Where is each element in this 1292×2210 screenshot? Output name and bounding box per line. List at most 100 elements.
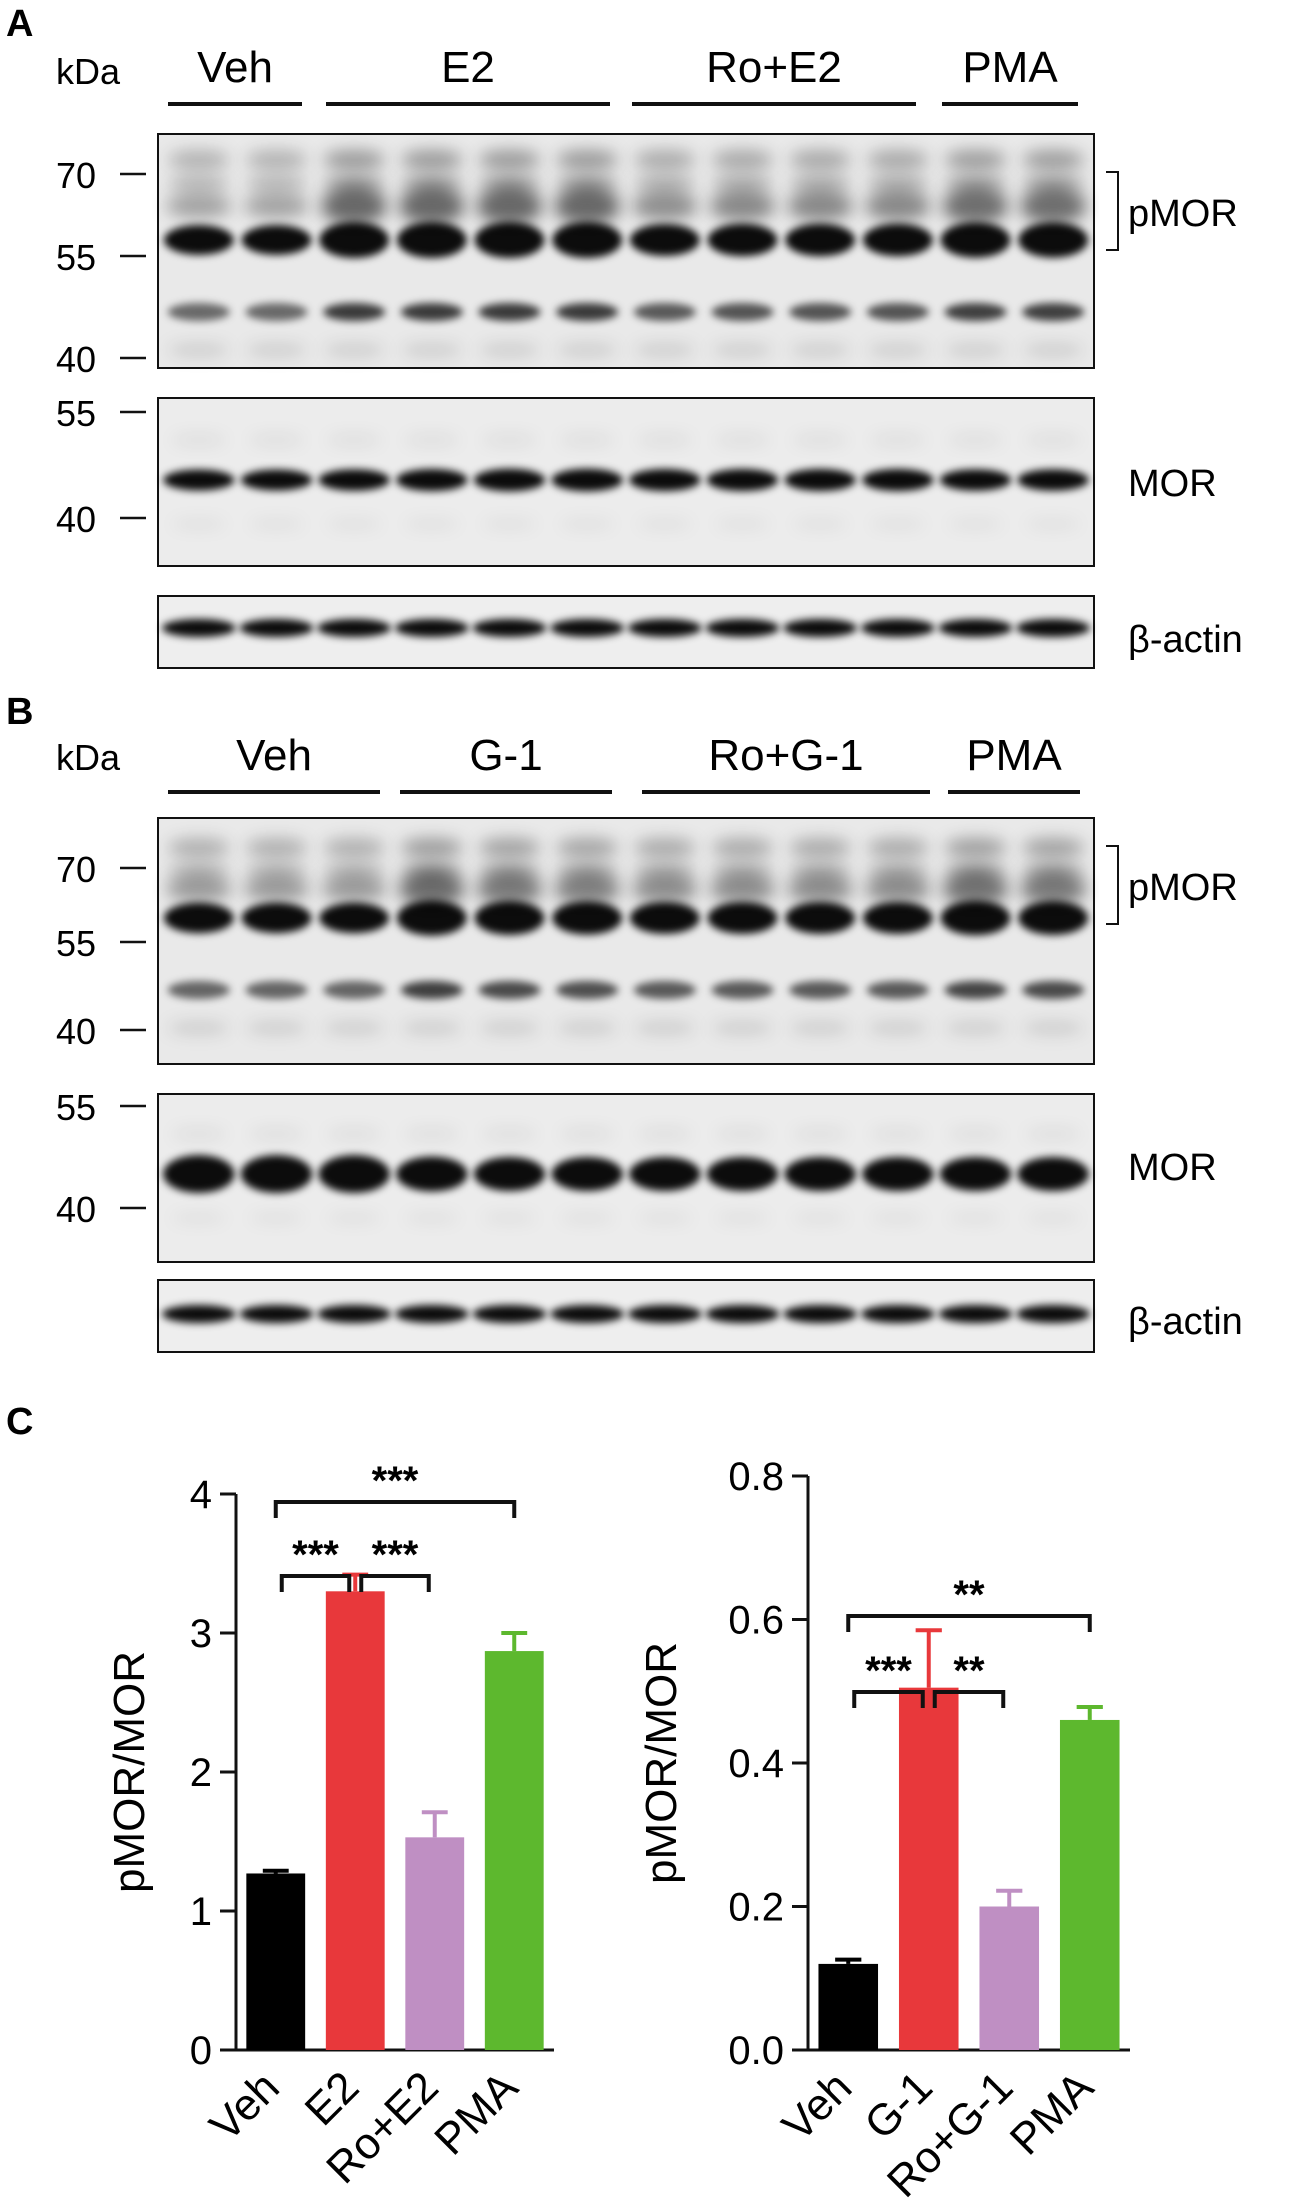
- blot-band: [319, 222, 390, 258]
- blot-band: [167, 981, 230, 999]
- blot-band: [633, 864, 696, 880]
- group-label: PMA: [962, 43, 1058, 92]
- blot-band: [866, 303, 929, 321]
- blot-band: [396, 222, 467, 258]
- blot-band: [400, 1021, 463, 1035]
- blot-band: [323, 1021, 386, 1035]
- blot-band: [404, 435, 460, 445]
- blot-band: [940, 900, 1011, 936]
- panel-b-pmor-markers: 70 55 40: [56, 849, 146, 1052]
- blot-band: [1018, 901, 1089, 935]
- blot-label-pmor: pMOR: [1128, 193, 1238, 235]
- blot-band: [948, 435, 1003, 445]
- blot-band: [1022, 981, 1085, 999]
- blot-band: [167, 150, 230, 170]
- blot-frame: [157, 595, 1095, 669]
- blot-band: [241, 902, 312, 934]
- blot-band: [326, 520, 382, 528]
- blot-band: [323, 150, 386, 170]
- blot-label-actin: β-actin: [1128, 619, 1243, 661]
- marker-label: 55: [56, 393, 96, 434]
- blot-bands: [163, 435, 1089, 528]
- bar-g-1: [898, 1687, 959, 2050]
- blot-band: [715, 520, 770, 528]
- blot-band: [787, 190, 854, 222]
- blot-band: [1025, 435, 1081, 445]
- panel-a-kda-label: kDa: [56, 51, 121, 92]
- blot-band: [478, 176, 541, 192]
- blot-frame: [157, 397, 1095, 567]
- blot-band: [711, 981, 774, 999]
- blot-band: [482, 435, 537, 445]
- blot-band: [637, 1129, 693, 1139]
- blot-band: [1022, 150, 1085, 170]
- blot-band: [942, 187, 1009, 225]
- blot-band: [862, 1157, 934, 1191]
- blot-band: [1022, 176, 1085, 192]
- blot-band: [1018, 222, 1089, 258]
- blot-bands: [163, 1129, 1089, 1222]
- blot-band: [783, 1305, 858, 1323]
- blot-band: [326, 1129, 382, 1139]
- blot-band: [633, 176, 696, 192]
- blot-band: [784, 468, 856, 492]
- blot-band: [559, 520, 615, 528]
- blot-band: [1017, 469, 1089, 491]
- x-tick-label: PMA: [1001, 2062, 1104, 2165]
- blot-band: [396, 900, 467, 936]
- blot-band: [633, 303, 696, 321]
- blot-band: [948, 520, 1003, 528]
- blot-band: [707, 223, 778, 257]
- blot-band: [792, 520, 848, 528]
- blot-band: [245, 303, 308, 321]
- blot-band: [1017, 1157, 1089, 1191]
- blot-band: [942, 871, 1009, 907]
- blot-band: [559, 435, 615, 445]
- significance-label: **: [953, 1649, 985, 1693]
- blot-band: [944, 343, 1007, 357]
- blot-band: [400, 838, 463, 858]
- blot-band: [870, 1214, 926, 1222]
- blot-band: [472, 1305, 547, 1323]
- blot-band: [1020, 187, 1087, 225]
- blot-band: [556, 1021, 619, 1035]
- blot-band: [633, 1021, 696, 1035]
- blot-band: [394, 619, 469, 637]
- blot-band: [711, 343, 774, 357]
- marker-label: 70: [56, 155, 96, 196]
- blot-band: [326, 1214, 382, 1222]
- marker-label: 40: [56, 339, 96, 380]
- blot-frame: [157, 817, 1095, 1065]
- significance-label: ***: [372, 1459, 419, 1503]
- y-tick-label: 2: [190, 1751, 212, 1795]
- blot-band: [629, 1157, 701, 1191]
- group-label: E2: [441, 43, 495, 92]
- blot-band: [163, 469, 235, 491]
- panel-b-mor-markers: 55 40: [56, 1087, 146, 1230]
- blot-band: [866, 864, 929, 880]
- blot-band: [249, 435, 304, 445]
- blot-band: [1022, 838, 1085, 858]
- y-tick-label: 4: [190, 1473, 212, 1517]
- significance-bracket: [932, 1690, 1006, 1708]
- blot-band: [167, 176, 230, 192]
- blot-band: [631, 874, 698, 904]
- blot-band: [245, 150, 308, 170]
- marker-label: 40: [56, 1189, 96, 1230]
- blot-band: [1020, 872, 1087, 906]
- panel-a-pmor-markers: 70 55 40: [56, 155, 146, 380]
- significance-label: ***: [865, 1649, 912, 1693]
- bar-e2: [325, 1591, 385, 2050]
- blot-bands: [161, 1305, 1091, 1323]
- blot-band: [944, 1021, 1007, 1035]
- blot-band: [711, 864, 774, 880]
- bar-ro-g-1: [979, 1906, 1040, 2050]
- significance-bracket: [273, 1500, 517, 1518]
- blot-band: [789, 150, 852, 170]
- significance-bracket: [359, 1574, 431, 1592]
- blot-band: [559, 1214, 615, 1222]
- panel-a-pmor-blot: [157, 133, 1095, 369]
- blot-band: [556, 981, 619, 999]
- blot-band: [171, 1214, 227, 1222]
